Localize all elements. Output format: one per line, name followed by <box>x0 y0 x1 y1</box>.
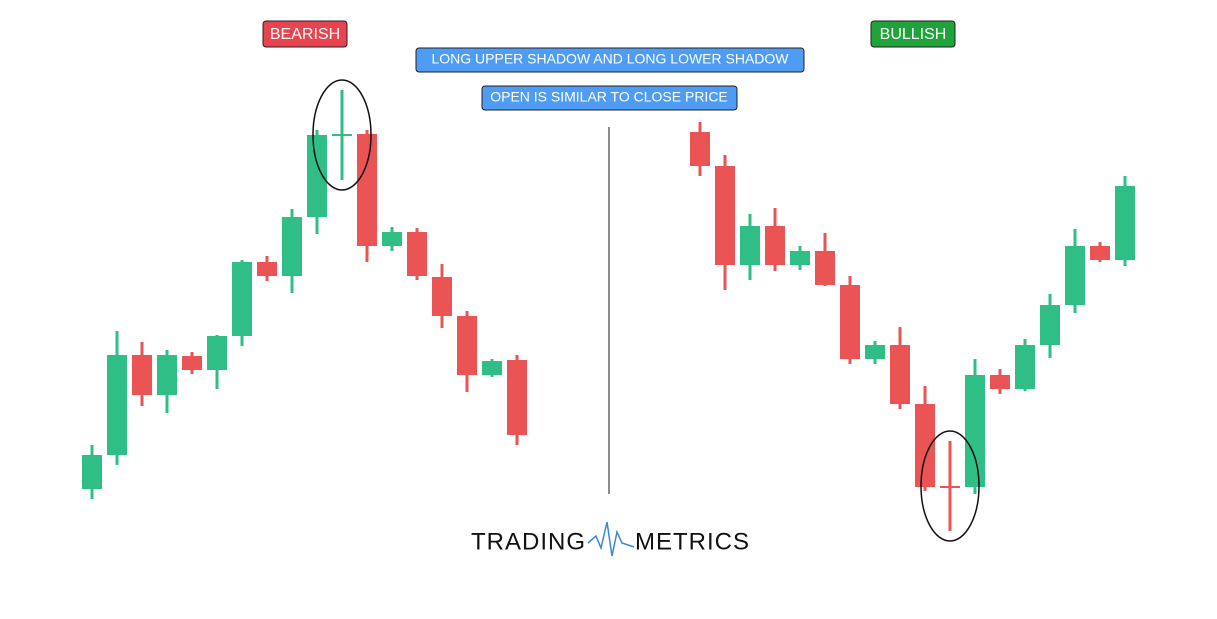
candle-body <box>457 316 477 375</box>
candle-body <box>132 355 152 395</box>
candle-body <box>507 360 527 435</box>
candle-body <box>407 232 427 276</box>
candle-body <box>232 262 252 336</box>
annotation-box <box>481 85 738 111</box>
candle-body <box>182 356 202 370</box>
brand-logo <box>587 521 635 557</box>
candle-body <box>382 232 402 246</box>
candle-body <box>307 135 327 217</box>
candle-body <box>865 345 885 359</box>
candle-body <box>915 404 935 487</box>
candle-body <box>890 345 910 404</box>
highlight <box>312 79 372 191</box>
candle-body <box>965 375 985 487</box>
candle-body <box>1040 305 1060 345</box>
candle-body <box>482 361 502 375</box>
candle-body <box>1090 246 1110 260</box>
annotation: OPEN IS SIMILAR TO CLOSE PRICE <box>490 89 728 105</box>
candle-body <box>1115 186 1135 260</box>
candle-body <box>207 336 227 370</box>
brand-right: METRICS <box>635 528 750 555</box>
candle-body <box>690 132 710 166</box>
candle-body <box>990 375 1010 389</box>
chart-title: BULLISH <box>880 26 947 43</box>
candle-body <box>157 355 177 395</box>
candle-body <box>790 251 810 265</box>
title-box <box>262 20 348 48</box>
candle-body <box>332 134 352 136</box>
brand-left: TRADING <box>471 528 586 555</box>
candle-body <box>740 226 760 265</box>
annotation: LONG UPPER SHADOW AND LONG LOWER SHADOW <box>431 51 789 67</box>
title-box <box>870 20 956 48</box>
candle-body <box>257 262 277 276</box>
candle-body <box>107 355 127 455</box>
candle-body <box>1065 246 1085 305</box>
candle-body <box>840 285 860 359</box>
candle-body <box>432 277 452 316</box>
candle-body <box>82 455 102 489</box>
chart-title: BEARISH <box>270 26 340 43</box>
candle-body <box>715 166 735 265</box>
candle-body <box>1015 345 1035 389</box>
candle-body <box>282 217 302 276</box>
annotation-box <box>415 47 805 73</box>
candle-body <box>765 226 785 265</box>
highlight <box>920 430 980 542</box>
candle-body <box>815 251 835 285</box>
candle-body <box>940 486 960 488</box>
candle-body <box>357 134 377 246</box>
